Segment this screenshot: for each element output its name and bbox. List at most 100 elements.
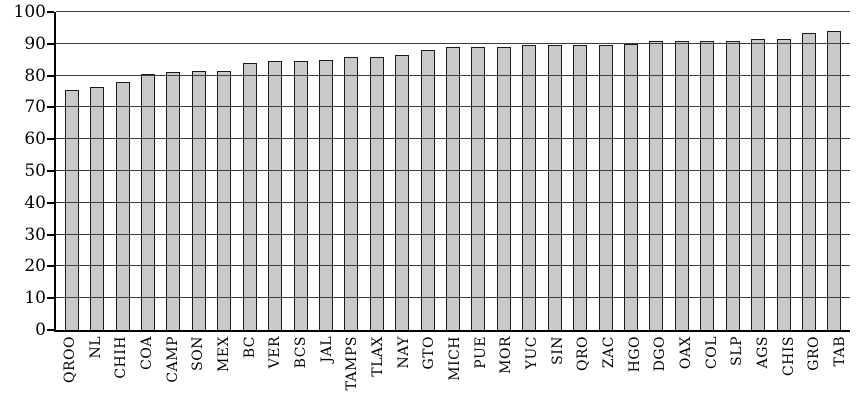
x-label-cell: YUC [519,336,545,411]
bar-cell [186,12,211,330]
x-tick-label: COA [138,336,155,370]
bar-cell [720,12,745,330]
y-tick-label: 70 [24,97,46,118]
bar-tlax [369,56,384,330]
bar-chis [776,39,791,330]
bar-cell [212,12,237,330]
x-tick-label: MOR [498,336,515,374]
x-label-cell: JAL [314,336,340,411]
bar-cell [695,12,720,330]
y-tick-label: 60 [24,129,46,150]
bar-cell [593,12,618,330]
gridline [56,74,850,76]
x-label-cell: SLP [724,336,750,411]
bar-cell [618,12,643,330]
bar-tab [827,31,842,330]
bar-cell [796,12,821,330]
x-label-cell: HGO [622,336,648,411]
x-label-cell: NAY [391,336,417,411]
x-tick-label: SLP [729,336,746,366]
bar-gto [420,50,435,330]
y-tick [47,201,54,204]
bar-cell [517,12,542,330]
x-tick-label: NL [87,336,104,359]
bar-cell [389,12,414,330]
bar-mor [496,46,511,330]
bar-cell [745,12,770,330]
x-axis-labels: QROO NL CHIH COA CAMP SON MEX BC VER BCS JAL TAMPS T… [54,336,856,411]
x-tick-label: SON [190,336,207,371]
y-tick-label: 30 [24,224,46,245]
bar-cell [466,12,491,330]
x-label-cell: COL [699,336,725,411]
y-tick [47,138,54,141]
x-label-cell: GTO [416,336,442,411]
bar-cell [339,12,364,330]
bar-oax [674,40,689,330]
x-tick-label: TLAX [369,336,386,377]
bar-nl [90,86,105,330]
bar-yuc [522,45,537,330]
bar-jal [318,59,333,330]
bar-cell [84,12,109,330]
x-label-cell: CAMP [160,336,186,411]
bar-cell [135,12,160,330]
bar-cell [364,12,389,330]
x-label-cell: CHIH [108,336,134,411]
gridline [56,201,850,203]
gridline [56,106,850,108]
bar-mex [217,70,232,330]
bar-cell [822,12,847,330]
y-tick-label: 90 [24,33,46,54]
bar-cell [567,12,592,330]
x-label-cell: MOR [493,336,519,411]
x-tick-label: YUC [523,336,540,370]
x-tick-label: GRO [806,336,823,371]
y-tick [47,233,54,236]
y-tick-label: 100 [13,2,46,22]
x-label-cell: TLAX [365,336,391,411]
bar-cell [288,12,313,330]
y-tick-label: 10 [24,288,46,309]
x-tick-label: AGS [754,336,771,369]
bar-gro [801,32,816,330]
x-tick-label: CHIH [113,336,130,379]
bars [56,12,850,330]
y-tick [47,329,54,331]
x-label-cell: GRO [801,336,827,411]
bar-dgo [649,40,664,330]
y-tick [47,11,54,13]
x-tick-label: COL [703,336,720,369]
x-label-cell: QROO [57,336,83,411]
bar-ver [268,61,283,330]
x-tick-label: BC [241,336,258,359]
x-tick-label: QRO [575,336,592,371]
x-tick-label: ZAC [600,336,617,369]
bar-slp [725,40,740,330]
x-tick-label: NAY [395,336,412,369]
y-tick [47,265,54,268]
bar-cell [491,12,516,330]
bar-qroo [64,89,79,330]
bar-mich [446,46,461,330]
x-tick-label: SIN [549,336,566,365]
x-label-cell: TAMPS [339,336,365,411]
y-tick-label: 20 [24,256,46,277]
x-tick-label: HGO [626,336,643,373]
x-tick-label: MEX [215,336,232,373]
y-tick-label: 80 [24,65,46,86]
x-label-cell: CHIS [776,336,802,411]
bar-cell [415,12,440,330]
bar-ags [751,39,766,330]
bar-nay [395,54,410,330]
x-tick-label: CAMP [164,336,181,383]
y-tick [47,170,54,172]
bar-cell [644,12,669,330]
x-tick-label: DGO [652,336,669,372]
x-tick-label: MICH [446,336,463,381]
gridline [56,297,850,299]
bar-cell [110,12,135,330]
x-label-cell: AGS [750,336,776,411]
bar-cell [262,12,287,330]
